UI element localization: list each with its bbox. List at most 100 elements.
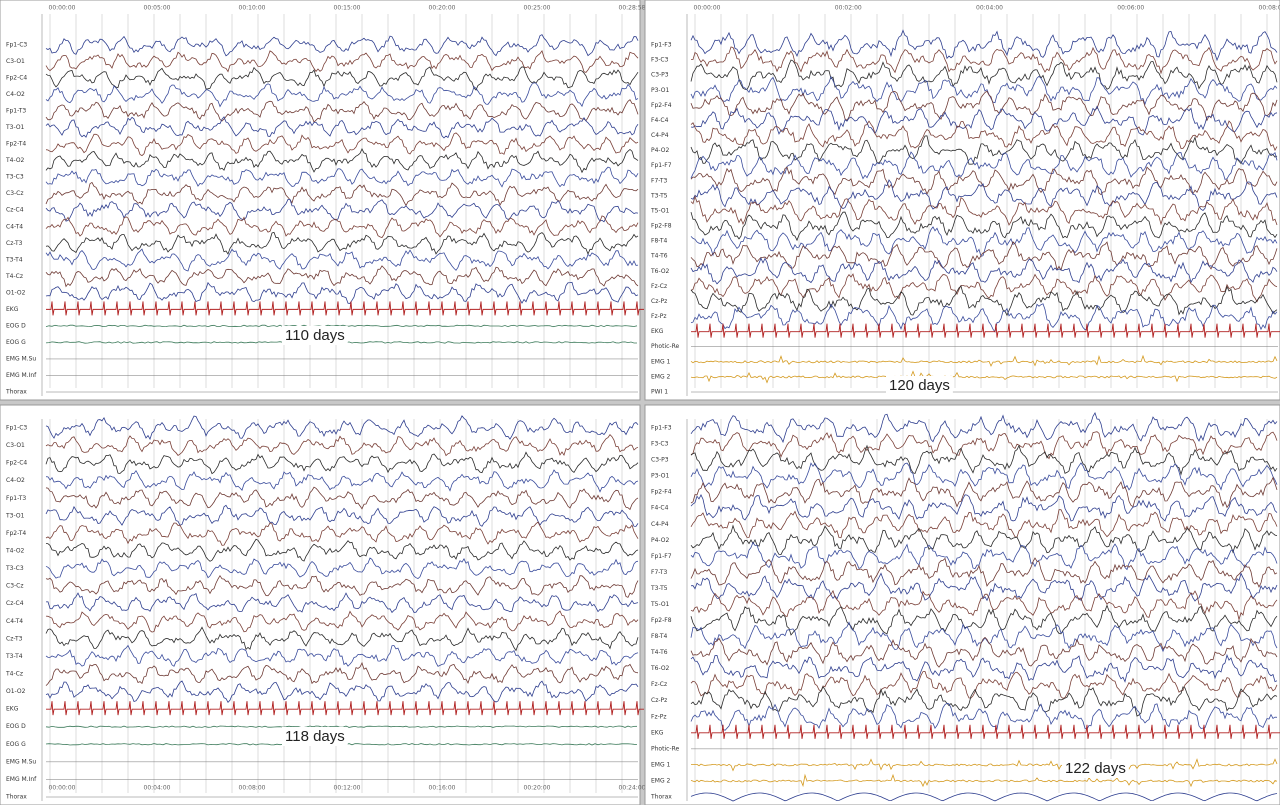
signal-trace	[690, 75, 1278, 106]
signal-trace	[690, 621, 1278, 653]
signal-trace	[690, 29, 1278, 62]
channel-label: Cz-C4	[6, 207, 24, 214]
signal-trace	[690, 431, 1278, 460]
signal-trace	[45, 66, 639, 91]
channel-label: P3-O1	[651, 473, 669, 480]
caption-background	[282, 727, 348, 746]
channel-label: Cz-T3	[6, 635, 23, 642]
signal-trace	[690, 241, 1278, 272]
channel-label: C4-P4	[651, 521, 669, 528]
time-label: 00:24:00	[619, 785, 646, 792]
channel-label: O1-O2	[6, 289, 26, 296]
channel-label: Cz-C4	[6, 600, 24, 607]
channel-label: P4-O2	[651, 537, 669, 544]
signal-trace	[45, 557, 639, 579]
time-label: 00:16:00	[429, 785, 456, 792]
channel-label: T3-O1	[5, 124, 25, 131]
channel-label: EOG G	[6, 339, 26, 346]
time-label: 00:20:00	[429, 5, 456, 12]
signal-trace	[690, 303, 1278, 333]
channel-label: T5-O1	[650, 601, 670, 608]
signal-trace	[45, 680, 639, 703]
time-label: 00:15:00	[334, 5, 361, 12]
panel-caption: 110 days	[285, 327, 345, 344]
signal-trace	[45, 469, 639, 493]
signal-trace	[690, 670, 1278, 699]
channel-label: Fp2-T4	[6, 530, 26, 537]
signal-trace	[690, 257, 1278, 285]
time-label: 00:28:58	[619, 5, 646, 12]
channel-label: T4-Cz	[5, 671, 23, 678]
channel-label: T3-C3	[5, 565, 24, 572]
signal-trace	[690, 636, 1278, 668]
signal-trace	[691, 724, 1280, 739]
channel-label: O1-O2	[6, 688, 26, 695]
signal-trace	[45, 231, 639, 255]
channel-label: F8-T4	[651, 633, 668, 640]
channel-label: EMG 1	[651, 358, 671, 365]
channel-label: T3-C3	[5, 174, 24, 181]
channel-label: T4-O2	[5, 548, 25, 555]
time-label: 00:06:00	[1117, 5, 1144, 12]
time-label: 00:04:00	[144, 785, 171, 792]
channel-label: T6-O2	[650, 665, 670, 672]
caption-background	[886, 376, 953, 395]
channel-label: Cz-Pz	[651, 298, 667, 305]
signal-trace	[45, 147, 639, 174]
signal-trace	[45, 50, 639, 73]
channel-label: C4-O2	[6, 91, 25, 98]
channel-label: Fp2-T4	[6, 141, 26, 148]
signal-trace	[691, 323, 1280, 338]
signal-trace	[45, 166, 639, 188]
channel-label: C3-P3	[651, 457, 669, 464]
channel-label: T6-O2	[650, 268, 670, 275]
channel-label: PWI 1	[651, 389, 668, 396]
channel-label: Fp1-T3	[6, 495, 26, 502]
signal-trace	[45, 574, 639, 598]
signal-trace	[45, 82, 639, 108]
signal-trace	[690, 285, 1278, 317]
channel-label: Fp2-F4	[651, 102, 672, 109]
channel-label: EKG	[651, 328, 664, 335]
channel-label: T4-T6	[650, 649, 668, 656]
channel-label: Thorax	[5, 794, 27, 801]
channel-label: T5-O1	[650, 207, 670, 214]
channel-label: Fp1-F3	[651, 42, 672, 49]
caption-background	[282, 326, 348, 345]
channel-label: EMG M.Inf	[6, 776, 37, 783]
signal-trace	[690, 412, 1278, 444]
signal-trace	[46, 701, 644, 716]
channel-label: T3-T5	[650, 192, 668, 199]
channel-label: Fz-Pz	[651, 313, 667, 320]
signal-trace	[45, 181, 639, 207]
channel-label: C4-T4	[6, 618, 23, 625]
signal-trace	[690, 195, 1278, 226]
signal-trace	[690, 370, 1278, 384]
channel-label: F7-T3	[651, 177, 668, 184]
signal-trace	[45, 504, 639, 527]
channel-label: T4-Cz	[5, 273, 23, 280]
signal-trace	[45, 99, 639, 123]
signal-trace	[45, 132, 639, 157]
channel-label: F8-T4	[651, 238, 668, 245]
signal-trace	[46, 301, 644, 316]
signal-trace	[690, 354, 1278, 367]
channel-label: Fp1-C3	[6, 425, 27, 432]
signal-trace	[45, 486, 639, 511]
channel-label: C3-P3	[651, 72, 669, 79]
signal-trace	[690, 493, 1278, 522]
channel-label: C3-O1	[6, 58, 25, 65]
channel-label: F4-C4	[651, 505, 669, 512]
signal-trace	[45, 34, 639, 57]
time-label: 00:25:00	[524, 5, 551, 12]
signal-trace	[690, 273, 1278, 303]
channel-label: C4-T4	[6, 223, 23, 230]
channel-label: Cz-Pz	[651, 697, 667, 704]
channel-label: Fp2-F8	[651, 617, 672, 624]
panel-caption: 120 days	[889, 377, 950, 394]
panel-background	[644, 0, 1280, 401]
channel-label: Thorax	[650, 794, 672, 801]
channel-label: T4-O2	[5, 157, 25, 164]
channel-label: T3-T5	[650, 585, 668, 592]
signal-trace	[45, 521, 639, 546]
